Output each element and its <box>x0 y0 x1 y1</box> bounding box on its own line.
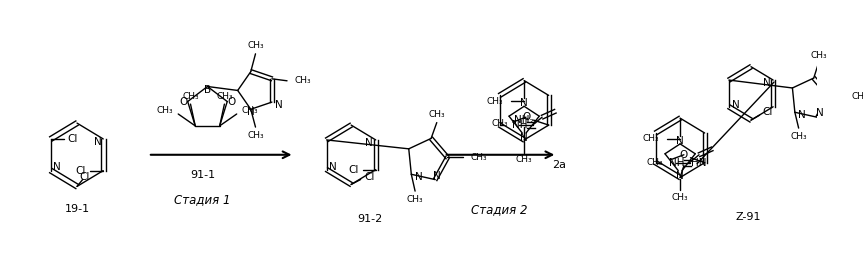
Text: N: N <box>677 136 684 146</box>
Text: Cl: Cl <box>762 107 772 117</box>
Text: CH₃: CH₃ <box>491 119 508 128</box>
Text: N: N <box>330 162 337 172</box>
Text: 19-1: 19-1 <box>65 204 90 214</box>
Text: CH₃: CH₃ <box>810 51 827 60</box>
Text: Cl: Cl <box>79 172 89 181</box>
Text: CH₃: CH₃ <box>851 92 863 101</box>
Text: CH₃: CH₃ <box>671 193 689 202</box>
Text: O: O <box>522 112 530 122</box>
Text: CH₃: CH₃ <box>216 92 233 101</box>
Text: N: N <box>415 172 423 182</box>
Text: N: N <box>93 137 101 147</box>
Text: NH₂: NH₂ <box>514 115 534 125</box>
Text: Cl: Cl <box>349 165 359 174</box>
Text: N: N <box>816 108 823 118</box>
Text: N: N <box>677 171 684 181</box>
Text: N: N <box>247 107 255 117</box>
Text: CH₃: CH₃ <box>643 134 659 143</box>
Text: CH₃: CH₃ <box>294 76 312 85</box>
Text: CH₃: CH₃ <box>247 41 264 50</box>
Text: CH₃: CH₃ <box>646 158 663 167</box>
Text: N: N <box>365 138 373 148</box>
Text: CH₃: CH₃ <box>157 106 173 115</box>
Text: N: N <box>274 100 282 110</box>
Text: CH₃: CH₃ <box>487 97 503 106</box>
Text: B: B <box>204 85 211 95</box>
Text: N: N <box>520 98 528 108</box>
Text: Cl: Cl <box>68 134 79 144</box>
Text: CH₃: CH₃ <box>791 131 807 140</box>
Text: CH₃: CH₃ <box>406 194 424 203</box>
Text: HN: HN <box>691 158 707 168</box>
Text: N: N <box>53 162 60 172</box>
Text: Z-91: Z-91 <box>735 212 761 222</box>
Text: 91-2: 91-2 <box>357 214 382 224</box>
Text: CH₃: CH₃ <box>247 131 264 139</box>
Text: N: N <box>764 78 772 88</box>
Text: CH₃: CH₃ <box>470 153 487 162</box>
Text: 2a: 2a <box>552 160 566 170</box>
Text: O: O <box>680 150 688 160</box>
Text: NH: NH <box>669 158 684 168</box>
Text: Стадия 2: Стадия 2 <box>471 203 528 216</box>
Text: CH₃: CH₃ <box>428 110 445 119</box>
Text: CH₃: CH₃ <box>182 92 198 101</box>
Text: N: N <box>433 171 441 181</box>
Text: CH₃: CH₃ <box>516 155 532 164</box>
Text: 91-1: 91-1 <box>190 169 215 180</box>
Text: N: N <box>520 133 528 143</box>
Text: N: N <box>797 110 805 120</box>
Text: Cl: Cl <box>364 172 375 181</box>
Text: N: N <box>732 100 740 110</box>
Text: NH: NH <box>512 120 527 130</box>
Text: O: O <box>227 97 235 107</box>
Text: O: O <box>180 97 188 107</box>
Text: CH₃: CH₃ <box>242 106 258 115</box>
Text: Стадия 1: Стадия 1 <box>174 193 231 206</box>
Text: Cl: Cl <box>76 166 86 176</box>
